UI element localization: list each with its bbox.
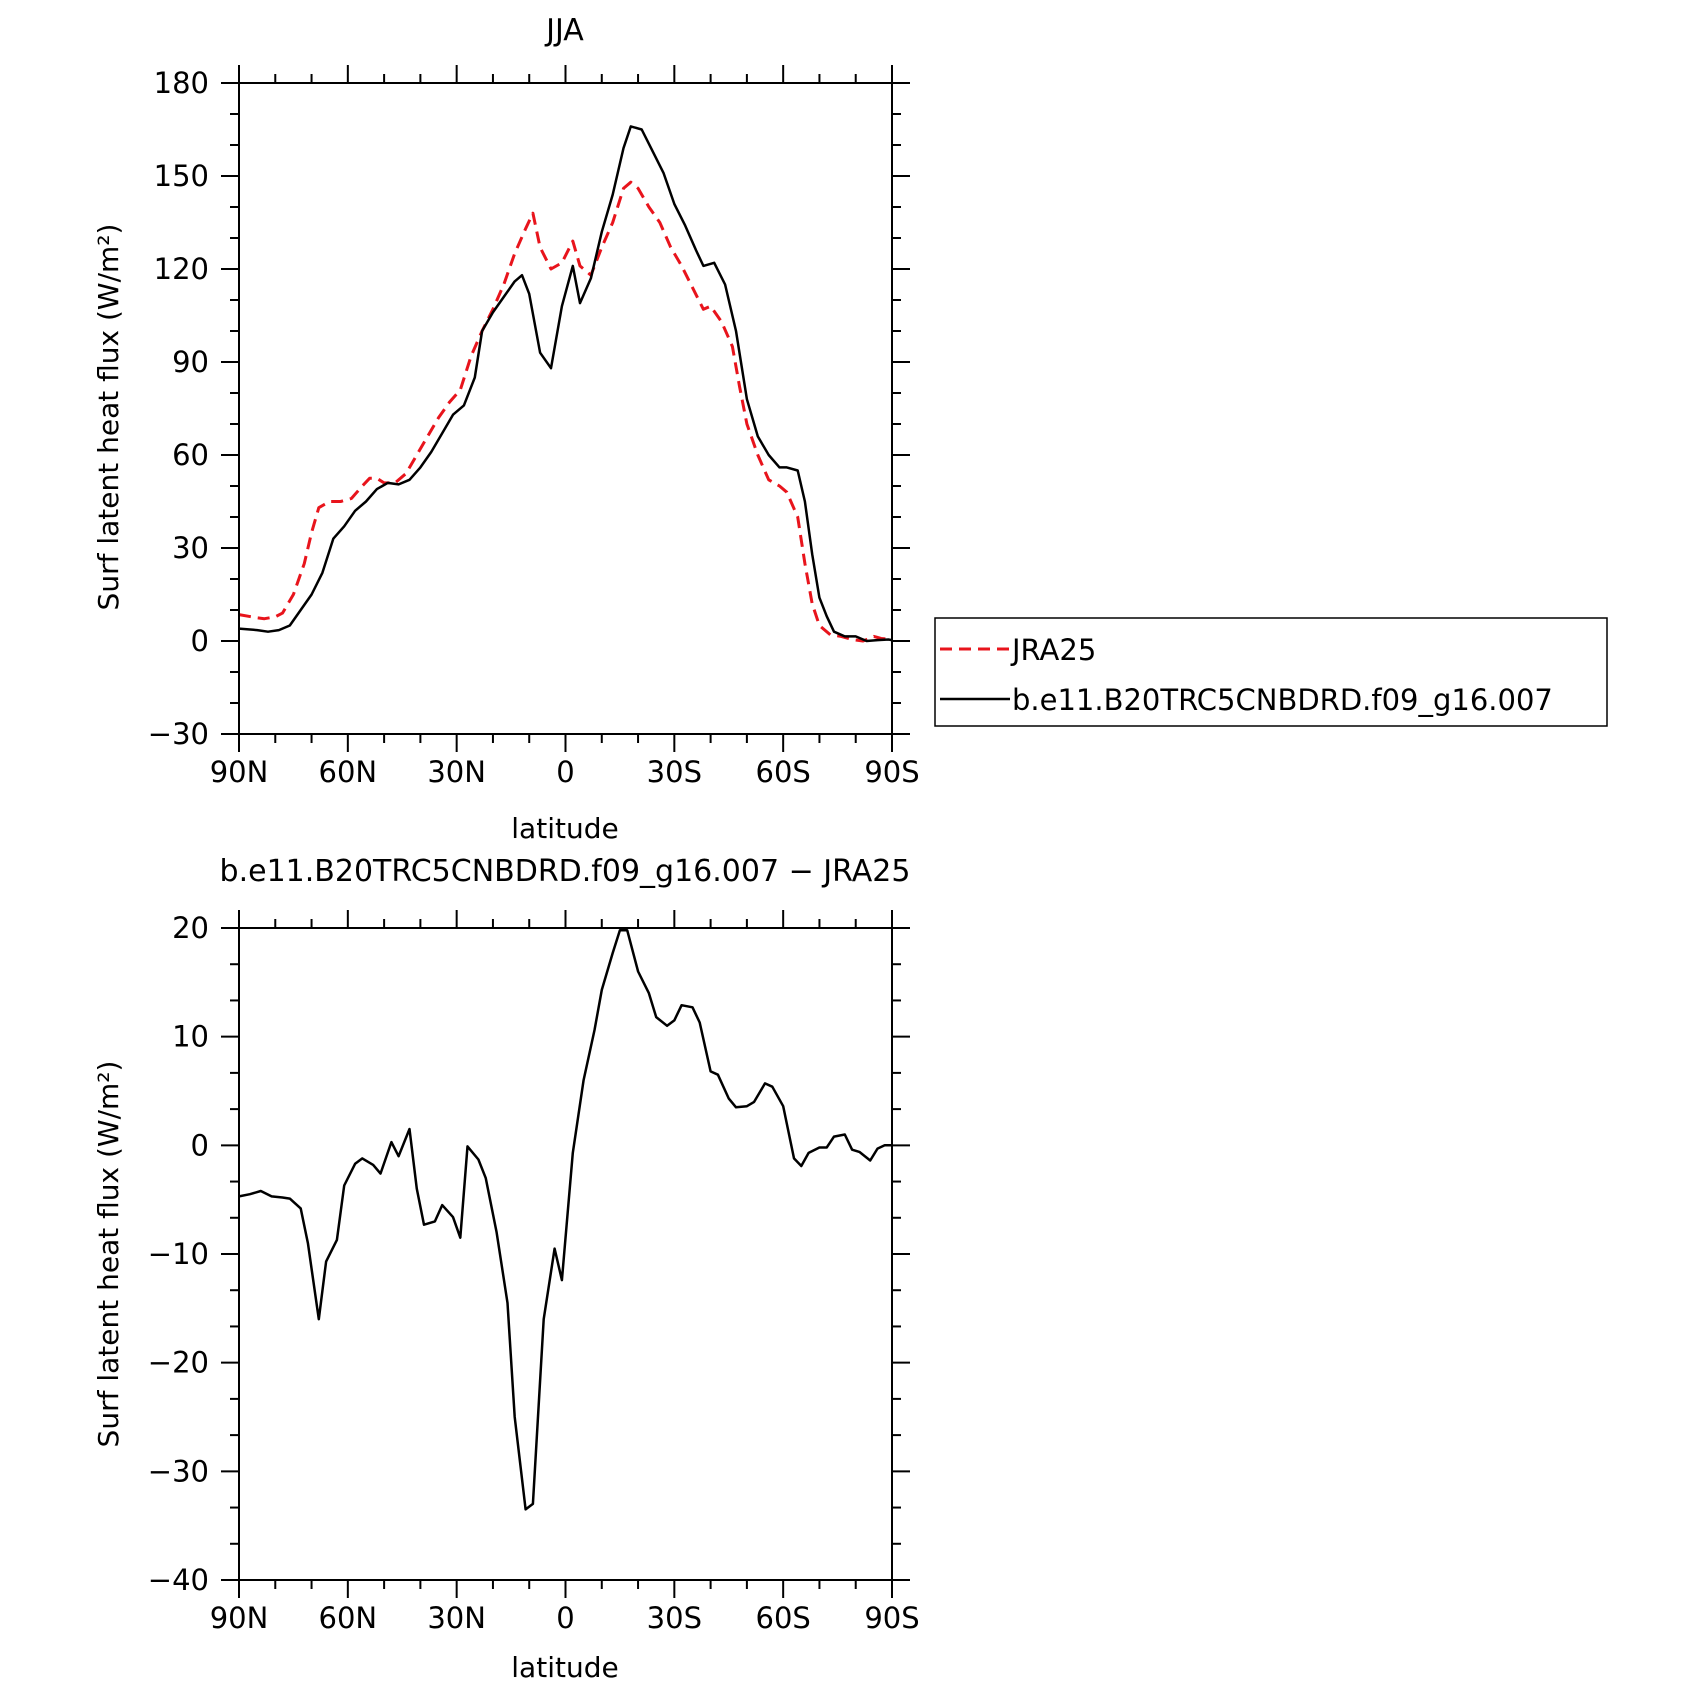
top-ytick-label: 30 [172,531,209,565]
legend-label-jra25: JRA25 [1010,633,1096,667]
top-xtick-label: 60S [756,755,811,789]
bottom-ytick-label: 0 [191,1128,209,1162]
top-ytick-label: 120 [154,252,209,286]
bottom-xtick-label: 0 [556,1601,574,1635]
legend-box [934,617,1608,727]
top-y-axis-label: Surf latent heat flux (W/m²) [92,224,125,611]
top-chart-title: JJA [544,13,584,48]
top-xtick-label: 60N [319,755,378,789]
bottom-xtick-label: 30N [427,1601,486,1635]
top-x-axis-label: latitude [511,812,618,845]
top-xtick-label: 30S [647,755,702,789]
bottom-xtick-label: 90S [864,1601,919,1635]
bottom-ytick-label: 10 [172,1020,209,1054]
bottom-series-lines [238,928,892,1511]
top-xtick-label: 90N [210,755,269,789]
top-ytick-label: 0 [191,624,209,658]
bottom-plot-frame [238,927,893,1581]
bottom-series-line-0 [238,928,892,1511]
top-series-lines [238,125,893,643]
bottom-y-axis-label: Surf latent heat flux (W/m²) [92,1061,125,1448]
top-ytick-label: 180 [154,66,209,100]
legend-label-model: b.e11.B20TRC5CNBDRD.f09_g16.007 [1012,683,1553,717]
bottom-ytick-label: −40 [148,1563,209,1597]
bottom-ytick-label: −10 [148,1237,209,1271]
bottom-xtick-label: 30S [647,1601,702,1635]
bottom-ytick-label: −30 [148,1454,209,1488]
top-ytick-label: 60 [172,438,209,472]
top-xtick-label: 30N [427,755,486,789]
top-xtick-label: 90S [864,755,919,789]
bottom-ytick-label: −20 [148,1346,209,1380]
bottom-panel: b.e11.B20TRC5CNBDRD.f09_g16.007 − JRA25 … [92,854,920,1681]
top-ytick-label: 150 [154,159,209,193]
top-panel: JJA latitude Surf latent heat flux (W/m²… [92,13,920,845]
top-xtick-label: 0 [556,755,574,789]
bottom-xtick-label: 90N [210,1601,269,1635]
top-plot-frame [238,82,893,735]
legend: JRA25 b.e11.B20TRC5CNBDRD.f09_g16.007 [934,617,1608,727]
bottom-xtick-label: 60S [756,1601,811,1635]
top-ytick-label: 90 [172,345,209,379]
bottom-ytick-label: 20 [172,911,209,945]
top-ytick-label: −30 [148,717,209,751]
top-series-line-0 [238,180,893,643]
bottom-x-axis-label: latitude [511,1651,618,1681]
top-series-line-1 [238,125,893,643]
bottom-chart-title: b.e11.B20TRC5CNBDRD.f09_g16.007 − JRA25 [220,854,911,889]
bottom-xtick-label: 60N [319,1601,378,1635]
